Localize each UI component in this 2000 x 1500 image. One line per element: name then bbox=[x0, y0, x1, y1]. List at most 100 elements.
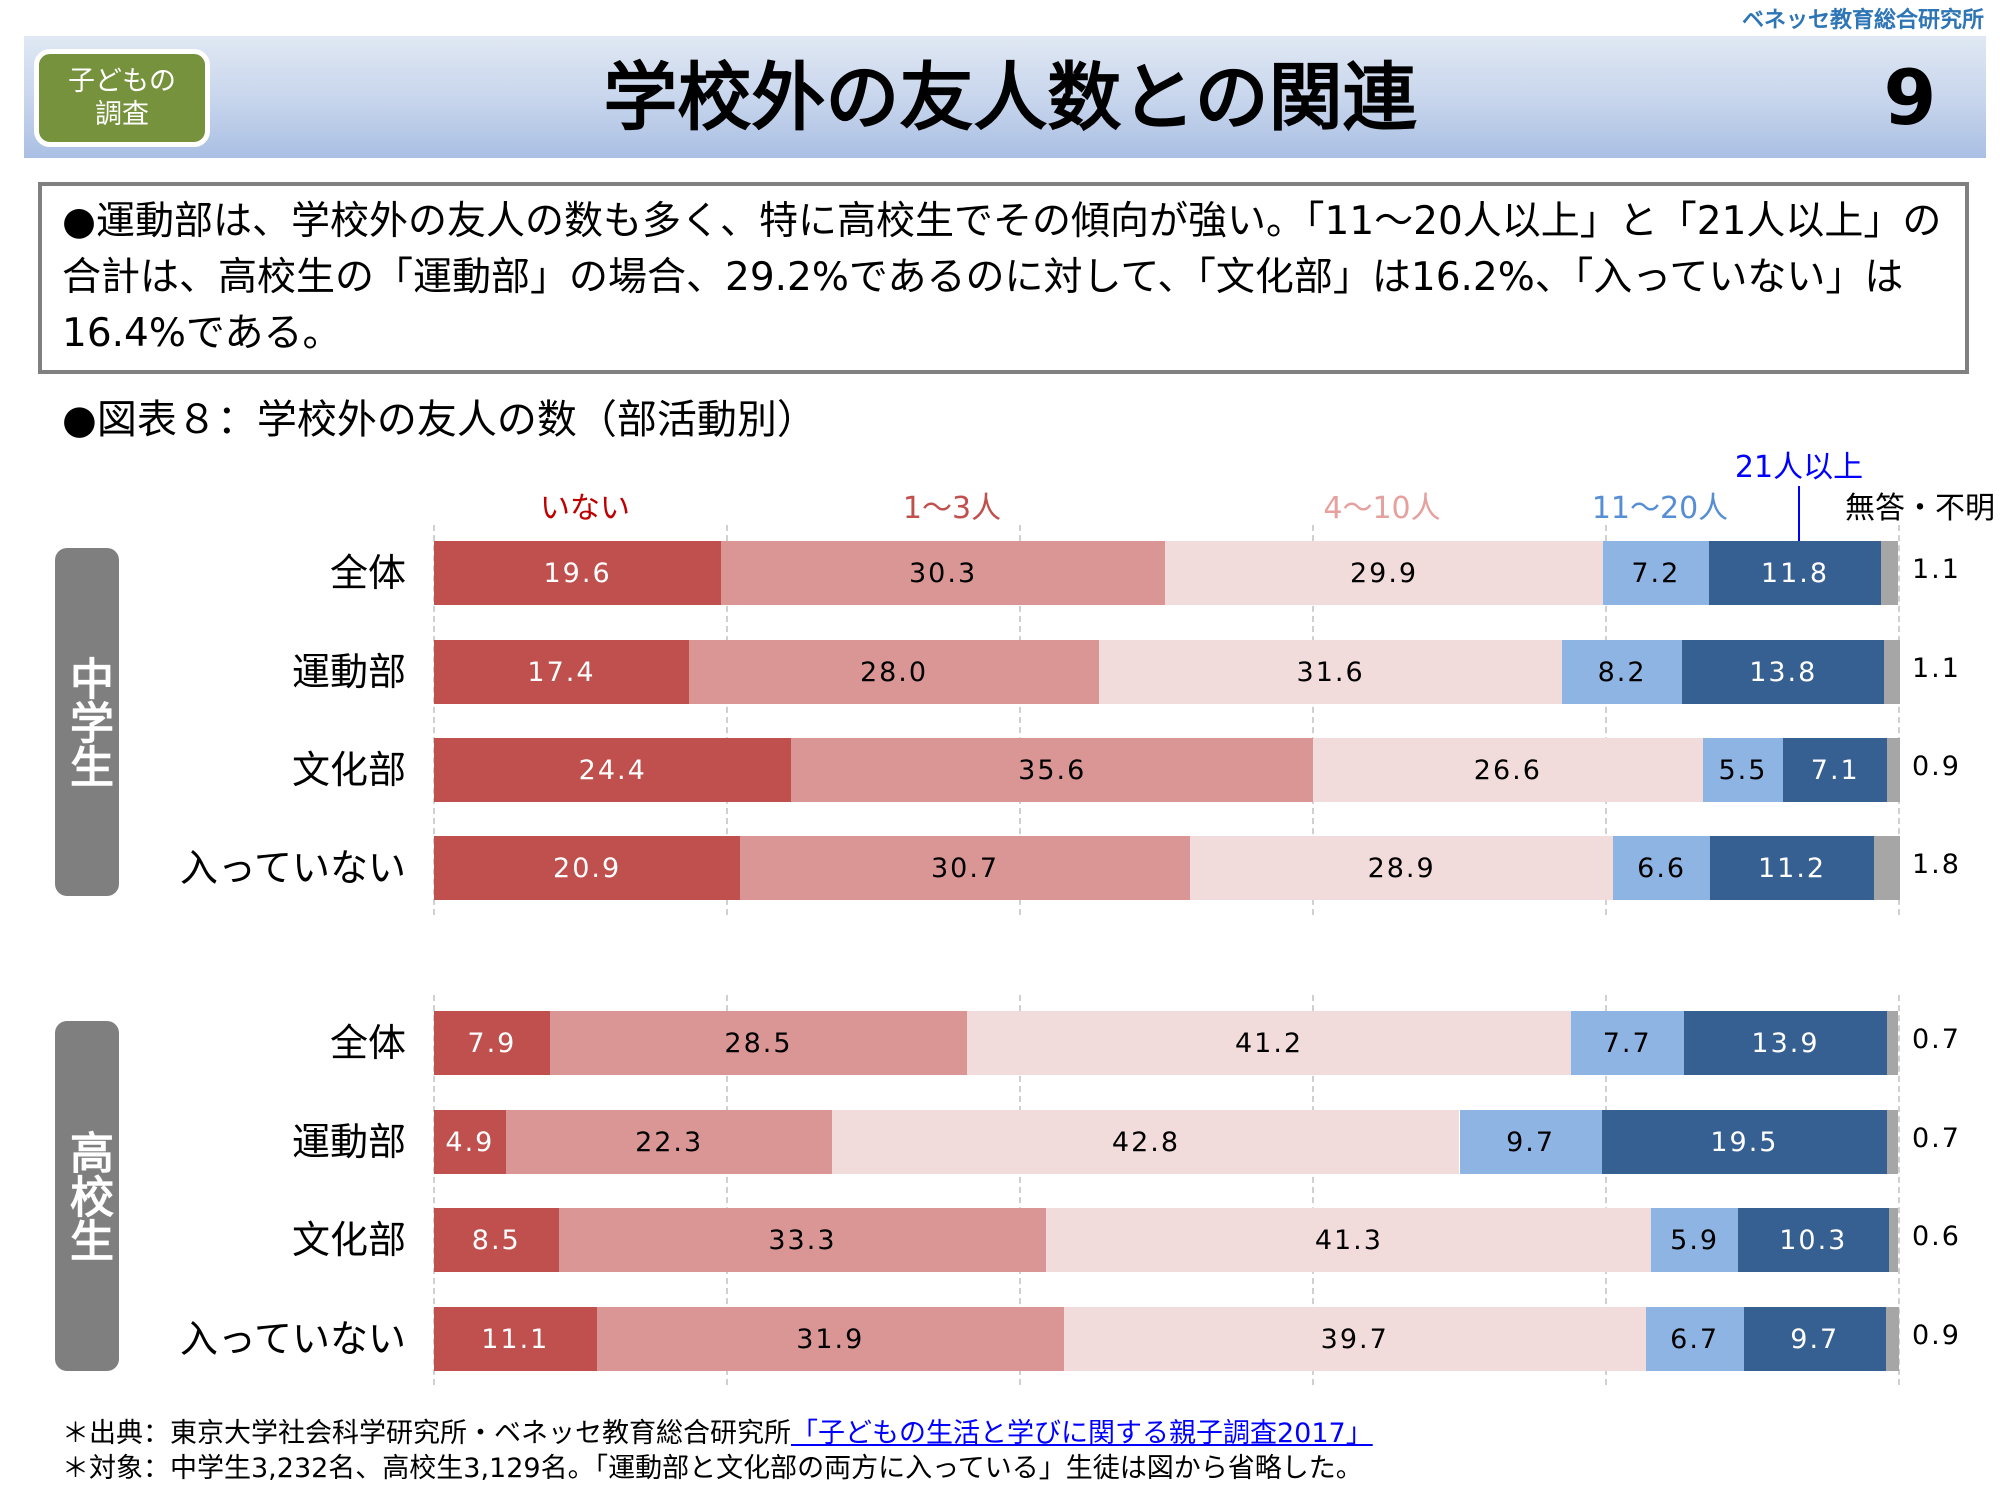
bar-segment: 11.2 bbox=[1710, 836, 1875, 900]
data-label: 28.9 bbox=[1367, 852, 1436, 884]
bar-segment: 41.2 bbox=[967, 1011, 1571, 1075]
data-label: 20.9 bbox=[553, 852, 622, 884]
data-label: 7.1 bbox=[1810, 754, 1860, 786]
data-label: 26.6 bbox=[1473, 754, 1542, 786]
bar-segment: 11.8 bbox=[1708, 541, 1882, 605]
row-label: 全体 bbox=[329, 1021, 406, 1065]
badge-line-1: 子どもの bbox=[68, 66, 176, 97]
group-label-text: 高校生 bbox=[62, 1130, 113, 1262]
data-label: 30.7 bbox=[930, 852, 1000, 884]
data-label-no-answer: 1.1 bbox=[1912, 653, 1961, 684]
bar-segment: 10.3 bbox=[1737, 1208, 1889, 1272]
bar-segment: 6.6 bbox=[1613, 836, 1710, 900]
bar-segment bbox=[1887, 738, 1901, 802]
bar-segment: 19.6 bbox=[434, 541, 722, 605]
bar-segment: 13.9 bbox=[1683, 1011, 1888, 1075]
group-label-high-school: 高校生 bbox=[55, 1021, 119, 1371]
legend-label: 無答・不明 bbox=[1845, 491, 1995, 526]
bar-segment bbox=[1881, 541, 1898, 605]
data-label: 7.7 bbox=[1602, 1027, 1652, 1059]
row-label: 全体 bbox=[329, 551, 406, 595]
bar-segment: 20.9 bbox=[434, 836, 741, 900]
legend-leader-line bbox=[1798, 486, 1800, 552]
bar-segment bbox=[1884, 640, 1901, 704]
bar-segment: 28.0 bbox=[688, 640, 1100, 704]
badge-line-2: 調査 bbox=[95, 99, 149, 130]
source-link[interactable]: 「子どもの生活と学びに関する親子調査2017」 bbox=[791, 1418, 1373, 1449]
legend-label: いない bbox=[540, 491, 630, 526]
data-label: 42.8 bbox=[1111, 1126, 1181, 1158]
data-label: 35.6 bbox=[1018, 754, 1087, 786]
data-label: 19.5 bbox=[1710, 1126, 1779, 1158]
data-label: 8.2 bbox=[1597, 656, 1647, 688]
bar-segment: 8.5 bbox=[434, 1208, 559, 1272]
data-label: 13.8 bbox=[1749, 656, 1818, 688]
data-label: 31.9 bbox=[796, 1323, 865, 1355]
summary-text: ●運動部は、学校外の友人の数も多く、特に高校生でその傾向が強い。「11～20人以… bbox=[62, 199, 1942, 356]
bar-segment: 31.9 bbox=[596, 1307, 1064, 1371]
bar-segment: 29.9 bbox=[1165, 541, 1604, 605]
bar-segment: 4.9 bbox=[434, 1110, 506, 1174]
row-label: 文化部 bbox=[291, 1218, 406, 1262]
data-label: 9.7 bbox=[1790, 1323, 1840, 1355]
bar-segment bbox=[1885, 1307, 1899, 1371]
data-label: 41.3 bbox=[1314, 1224, 1383, 1256]
gridline bbox=[1898, 995, 1900, 1385]
bar-segment bbox=[1887, 1011, 1898, 1075]
data-label: 7.2 bbox=[1631, 557, 1681, 589]
data-label: 7.9 bbox=[467, 1027, 517, 1059]
bar-segment: 22.3 bbox=[505, 1110, 833, 1174]
bar-segment: 6.7 bbox=[1645, 1307, 1744, 1371]
data-label: 6.6 bbox=[1637, 852, 1687, 884]
category-badge: 子どもの 調査 bbox=[34, 49, 210, 147]
bar-segment: 17.4 bbox=[434, 640, 689, 704]
row-label: 運動部 bbox=[291, 1120, 406, 1164]
data-label: 4.9 bbox=[445, 1126, 495, 1158]
data-label: 30.3 bbox=[909, 557, 978, 589]
bar-segment: 9.7 bbox=[1459, 1110, 1602, 1174]
source-prefix: ＊出典：東京大学社会科学研究所・ベネッセ教育総合研究所 bbox=[62, 1418, 791, 1449]
target-note: ＊対象：中学生3,232名、高校生3,129名。「運動部と文化部の両方に入ってい… bbox=[62, 1453, 1363, 1484]
gridline bbox=[1605, 995, 1607, 1385]
row-label: 文化部 bbox=[291, 748, 406, 792]
bar-segment: 8.2 bbox=[1562, 640, 1683, 704]
bar-segment bbox=[1874, 836, 1901, 900]
data-label: 11.2 bbox=[1757, 852, 1827, 884]
bar-segment: 31.6 bbox=[1099, 640, 1563, 704]
data-label: 13.9 bbox=[1751, 1027, 1820, 1059]
data-label: 17.4 bbox=[527, 656, 596, 688]
bar-segment: 41.3 bbox=[1046, 1208, 1652, 1272]
data-label: 11.1 bbox=[481, 1323, 550, 1355]
chart-title: ●図表８：学校外の友人の数（部活動別） bbox=[62, 397, 817, 443]
summary-box bbox=[38, 182, 1969, 374]
bar-segment: 9.7 bbox=[1743, 1307, 1886, 1371]
data-label-no-answer: 0.7 bbox=[1912, 1024, 1961, 1055]
bar-segment: 13.8 bbox=[1682, 640, 1885, 704]
data-label: 24.4 bbox=[578, 754, 647, 786]
data-label: 41.2 bbox=[1234, 1027, 1304, 1059]
data-label: 31.6 bbox=[1296, 656, 1365, 688]
data-label: 33.3 bbox=[768, 1224, 837, 1256]
data-label: 29.9 bbox=[1349, 557, 1419, 589]
gridline bbox=[726, 995, 728, 1385]
bar-segment: 39.7 bbox=[1063, 1307, 1646, 1371]
bar-segment: 11.1 bbox=[434, 1307, 597, 1371]
data-label: 6.7 bbox=[1670, 1323, 1720, 1355]
data-label-no-answer: 0.6 bbox=[1912, 1221, 1961, 1252]
bar-segment: 7.9 bbox=[434, 1011, 550, 1075]
data-label-no-answer: 1.8 bbox=[1912, 849, 1961, 880]
data-label: 39.7 bbox=[1320, 1323, 1389, 1355]
data-label: 19.6 bbox=[543, 557, 612, 589]
data-label: 5.9 bbox=[1670, 1224, 1720, 1256]
data-label: 11.8 bbox=[1760, 557, 1830, 589]
row-label: 入っていない bbox=[179, 1317, 406, 1361]
bar-segment: 42.8 bbox=[832, 1110, 1460, 1174]
gridline bbox=[1019, 525, 1021, 915]
bar-segment: 7.1 bbox=[1783, 738, 1888, 802]
group-label-text: 中学生 bbox=[62, 656, 113, 788]
bar-segment: 33.3 bbox=[558, 1208, 1047, 1272]
row-label: 入っていない bbox=[179, 846, 406, 890]
bar-segment bbox=[1887, 1110, 1898, 1174]
legend-label: 1～3人 bbox=[902, 491, 1002, 526]
bar-segment: 7.7 bbox=[1570, 1011, 1684, 1075]
